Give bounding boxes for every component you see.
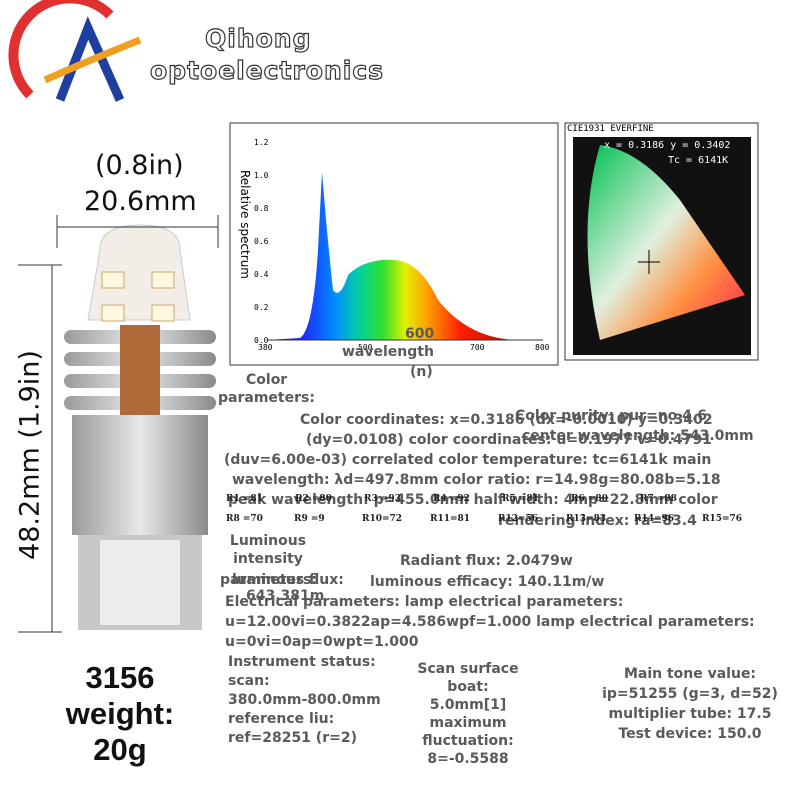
- luminous: parameters:: [220, 572, 317, 588]
- instrument-line: reference liu:: [228, 711, 335, 727]
- bulb: [64, 224, 216, 630]
- instrument-line: ref=28251 (r=2): [228, 730, 357, 746]
- r-value: R13=83: [566, 514, 607, 524]
- y-tick: 1.0: [254, 171, 269, 180]
- param-line: wavelength: λd=497.8mm color ratio: r=14…: [232, 472, 721, 488]
- weight: 20g: [93, 732, 147, 767]
- y-tick: 0.6: [254, 237, 269, 246]
- r-value: R10=72: [362, 514, 403, 524]
- param-line: rendering index: ra=83.4: [498, 513, 697, 529]
- logo: [8, 0, 142, 102]
- brand: optoelectronics: [149, 55, 385, 85]
- scan-line: Scan surface: [417, 661, 519, 677]
- instrument-line: 380.0mm-800.0mm: [228, 692, 381, 708]
- cie-coords: x = 0.3186 y = 0.3402: [604, 140, 731, 151]
- y-label: Relative spectrum: [238, 170, 252, 279]
- r-value: R14=96: [634, 514, 675, 524]
- scan-line: 8=-0.5588: [427, 751, 509, 767]
- instrument-line: scan:: [228, 673, 270, 689]
- r-value: R8 =70: [226, 514, 263, 524]
- electrical: u=0vi=0ap=0wpt=1.000: [225, 634, 419, 650]
- tone-line: ip=51255 (g=3, d=52): [602, 686, 778, 702]
- y-tick: 0.8: [254, 204, 269, 213]
- param-line: center wavelength: 543.0mm: [522, 428, 754, 444]
- x-tick: 500: [358, 343, 373, 352]
- luminous: luminous flux:: [232, 572, 344, 588]
- cie-title: CIE1931 EVERFINE: [567, 124, 654, 134]
- x-label: wavelength: [342, 344, 434, 360]
- scan-line: fluctuation:: [422, 733, 514, 749]
- param-line: (dy=0.0108) color coordinates: u=0.1977 …: [306, 432, 712, 448]
- brand: Qihong: [204, 23, 312, 53]
- luminous: intensity: [233, 551, 303, 567]
- r-value: R3 =93: [364, 494, 401, 504]
- heading: parameters:: [218, 390, 315, 406]
- luminous: 643.381m: [246, 588, 325, 604]
- cie-locus: [587, 145, 745, 340]
- y-tick: 1.2: [254, 138, 269, 147]
- weight-label: weight:: [65, 696, 175, 731]
- heading: Color: [246, 372, 288, 388]
- r-value: R15=76: [702, 514, 743, 524]
- tone-line: multiplier tube: 17.5: [608, 706, 772, 722]
- x-tick: 380: [258, 343, 273, 352]
- r-value: R9 =9: [294, 514, 325, 524]
- tone-line: Test device: 150.0: [618, 726, 762, 742]
- r-value: R2 =80: [295, 494, 332, 504]
- y-tick: 0.2: [254, 303, 269, 312]
- scan-line: 5.0mm[1]: [429, 697, 507, 713]
- scan-line: boat:: [447, 679, 489, 695]
- tone-line: Main tone value:: [623, 666, 757, 682]
- r-value: R11=81: [430, 514, 471, 524]
- y-tick: 0.0: [254, 336, 269, 345]
- r-value: R7 =88: [640, 494, 677, 504]
- x-tick: 700: [470, 343, 485, 352]
- y-tick: 0.4: [254, 270, 269, 279]
- param-line: Color purity: pur=no 4.6: [515, 408, 707, 424]
- param-line: (duv=6.00e-03) correlated color temperat…: [224, 452, 712, 468]
- electrical: u=12.00vi=0.3822ap=4.586wpf=1.000 lamp e…: [225, 614, 755, 630]
- r-value: R6 =80: [571, 494, 608, 504]
- dimension: 20.6mm: [84, 186, 197, 217]
- r-value: R5 =81: [502, 494, 539, 504]
- r-value: R12=56: [498, 514, 539, 524]
- cie-tc: Tc = 6141K: [668, 155, 729, 166]
- luminous: Luminous: [229, 533, 307, 549]
- param-line: Color coordinates: x=0.3186 (dx=-0.0010)…: [300, 412, 713, 428]
- dimension-lines: [18, 215, 219, 633]
- instrument-line: Instrument status:: [228, 654, 376, 670]
- r-value: R4 =92: [433, 494, 470, 504]
- scan-line: maximum: [429, 715, 507, 731]
- electrical: Electrical parameters: lamp electrical p…: [225, 594, 624, 610]
- dimension: (0.8in): [95, 150, 184, 181]
- x-tick: 800: [535, 343, 550, 352]
- model: 3156: [85, 660, 155, 695]
- spectrum-curve: [267, 172, 520, 340]
- x-tick: 600: [405, 326, 435, 342]
- x-unit: (n): [410, 364, 433, 380]
- r-value: R1 =81: [226, 494, 263, 504]
- radiant: Radiant flux: 2.0479w: [400, 553, 573, 569]
- param-line: peak wavelength: p=455.0mm half width: 4…: [228, 492, 718, 508]
- dimension: 48.2mm (1.9in): [14, 350, 46, 560]
- efficacy: luminous efficacy: 140.11m/w: [370, 574, 605, 590]
